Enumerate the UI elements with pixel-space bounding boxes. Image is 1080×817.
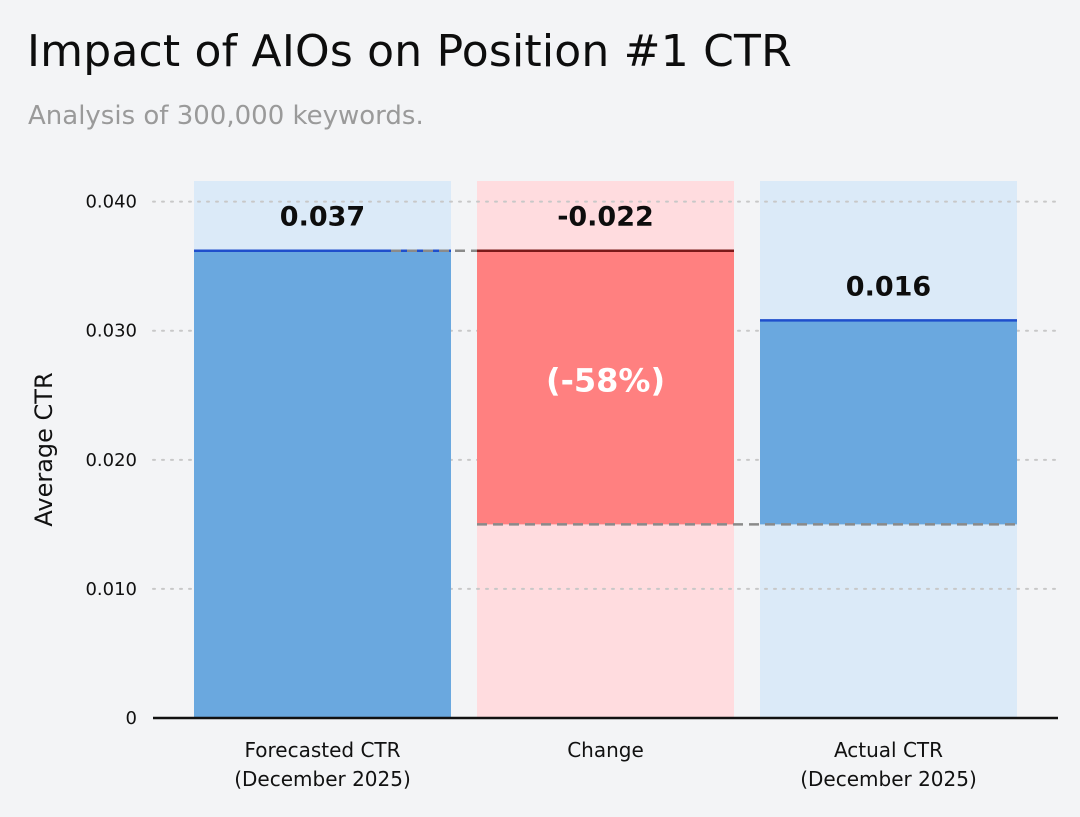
y-tick-label: 0.030	[85, 321, 137, 342]
x-tick-label: Change	[567, 738, 644, 762]
bar	[194, 250, 451, 718]
y-tick-label: 0.010	[85, 579, 137, 600]
percent-change-label: (-58%)	[546, 362, 665, 400]
x-tick-label: (December 2025)	[800, 767, 977, 791]
x-tick-label: (December 2025)	[234, 767, 411, 791]
y-tick-label: 0.040	[85, 192, 137, 213]
data-label: 0.037	[280, 202, 365, 233]
y-tick-label: 0	[126, 708, 137, 729]
y-tick-label: 0.020	[85, 450, 137, 471]
chart-subtitle: Analysis of 300,000 keywords.	[28, 101, 424, 131]
chart-title: Impact of AIOs on Position #1 CTR	[27, 26, 792, 77]
bar	[477, 250, 734, 525]
x-tick-label: Forecasted CTR	[244, 738, 400, 762]
y-axis-label: Average CTR	[30, 372, 58, 526]
bar	[760, 320, 1017, 525]
data-label: -0.022	[557, 202, 654, 233]
x-tick-label: Actual CTR	[834, 738, 943, 762]
data-label: 0.016	[846, 271, 931, 302]
